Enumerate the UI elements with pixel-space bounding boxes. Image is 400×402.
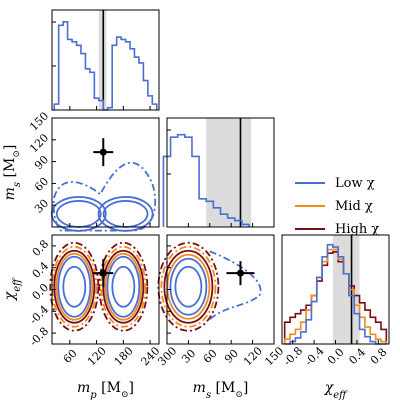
chi-x-tick-label: -0.4 bbox=[302, 344, 326, 368]
panel-frame-p11 bbox=[166, 117, 275, 228]
mp-chi-mid-outer-left bbox=[51, 245, 98, 328]
mp-chi-mid-mid-left bbox=[55, 252, 94, 321]
chi-x-tick-label: 0.0 bbox=[325, 346, 347, 368]
chi-axis-label: χeff bbox=[324, 380, 348, 401]
ms-chi-low-tail bbox=[209, 250, 262, 321]
ms-histogram-low bbox=[162, 133, 250, 227]
ms-credible-band bbox=[206, 118, 252, 227]
mp-chi-high-mid-left bbox=[53, 249, 96, 324]
ms-chi-low-inner bbox=[174, 265, 203, 308]
ms-x-tick-label: 60 bbox=[201, 347, 220, 366]
ms-chi-high-outer bbox=[157, 241, 220, 332]
panel-frame-p00 bbox=[51, 9, 160, 111]
ms-axis-label: ms [M⊙] bbox=[193, 380, 249, 401]
chi-credible-band bbox=[332, 235, 360, 344]
chi-y-tick-label: 0.4 bbox=[30, 259, 52, 281]
mp-chi-low-inner-right bbox=[111, 265, 136, 308]
mp-ms-contour-left-mid bbox=[50, 196, 107, 232]
ms-chi-truth-marker-dot bbox=[236, 269, 244, 277]
ms-x-tick-label: 300 bbox=[155, 344, 179, 368]
chi-y-tick-label: 0.0 bbox=[30, 281, 52, 303]
mp-chi-low-mid-left bbox=[57, 255, 92, 318]
mp-chi-mid-mid-right bbox=[104, 252, 143, 321]
mp-chi-low-inner-left bbox=[62, 265, 87, 308]
ms-chi-high-mid bbox=[163, 249, 214, 324]
mp-chi-truth-marker-dot bbox=[99, 269, 107, 277]
panel-frame-p10 bbox=[51, 117, 160, 228]
ms-y-tick-label: 30 bbox=[32, 197, 51, 216]
ms-y-tick-label: 120 bbox=[27, 131, 51, 155]
mp-ms-contour-left-inner bbox=[55, 200, 102, 228]
mp-x-tick-label: 120 bbox=[85, 344, 109, 368]
mp-chi-high-mid-right bbox=[102, 249, 145, 324]
legend-label-1: Mid χ bbox=[335, 199, 373, 214]
chi-y-tick-label: -0.4 bbox=[27, 303, 51, 327]
legend-label-0: Low χ bbox=[335, 176, 375, 191]
mp-x-tick-label: 60 bbox=[61, 347, 80, 366]
chi-histogram-low bbox=[284, 243, 387, 345]
chi-y-axis-label: χeff bbox=[2, 277, 23, 301]
mp-chi-mid-outer-right bbox=[100, 245, 147, 328]
mp-chi-low-mid-right bbox=[106, 255, 141, 318]
ms-chi-mid-mid bbox=[166, 253, 211, 320]
legend-label-2: High χ bbox=[335, 222, 379, 237]
ms-x-tick-label: 120 bbox=[241, 344, 265, 368]
chi-y-tick-label: 0.8 bbox=[30, 237, 52, 259]
mp-chi-high-outer-left bbox=[49, 241, 100, 332]
mp-x-tick-label: 180 bbox=[112, 344, 136, 368]
ms-chi-mid-outer bbox=[160, 245, 217, 328]
chi-x-tick-label: 0.8 bbox=[368, 346, 390, 368]
ms-x-tick-label: 90 bbox=[222, 347, 241, 366]
chi-x-tick-label: -0.8 bbox=[281, 344, 305, 368]
chi-y-tick-label: -0.8 bbox=[27, 325, 51, 349]
ms-y-tick-label: 90 bbox=[32, 153, 51, 172]
ms-chi-low-mid bbox=[169, 257, 208, 316]
legend: Low χ Mid χ High χ bbox=[295, 176, 379, 237]
mp-ms-contour-outer bbox=[52, 161, 156, 232]
mp-ms-truth-marker-dot bbox=[99, 148, 107, 156]
mp-chi-high-outer-right bbox=[98, 241, 149, 332]
mp-axis-label: mp [M⊙] bbox=[77, 380, 134, 401]
ms-x-tick-label: 30 bbox=[179, 347, 198, 366]
chi-x-tick-label: 0.4 bbox=[346, 346, 368, 368]
chi-histogram-high bbox=[283, 251, 388, 344]
mp-ms-contour-right-mid bbox=[97, 196, 154, 232]
ms-y-tick-label: 150 bbox=[27, 110, 51, 134]
mp-ms-contour-right-inner bbox=[102, 200, 149, 228]
ms-y-axis-label: ms [M⊙] bbox=[2, 145, 23, 201]
ms-y-tick-label: 60 bbox=[32, 175, 51, 194]
